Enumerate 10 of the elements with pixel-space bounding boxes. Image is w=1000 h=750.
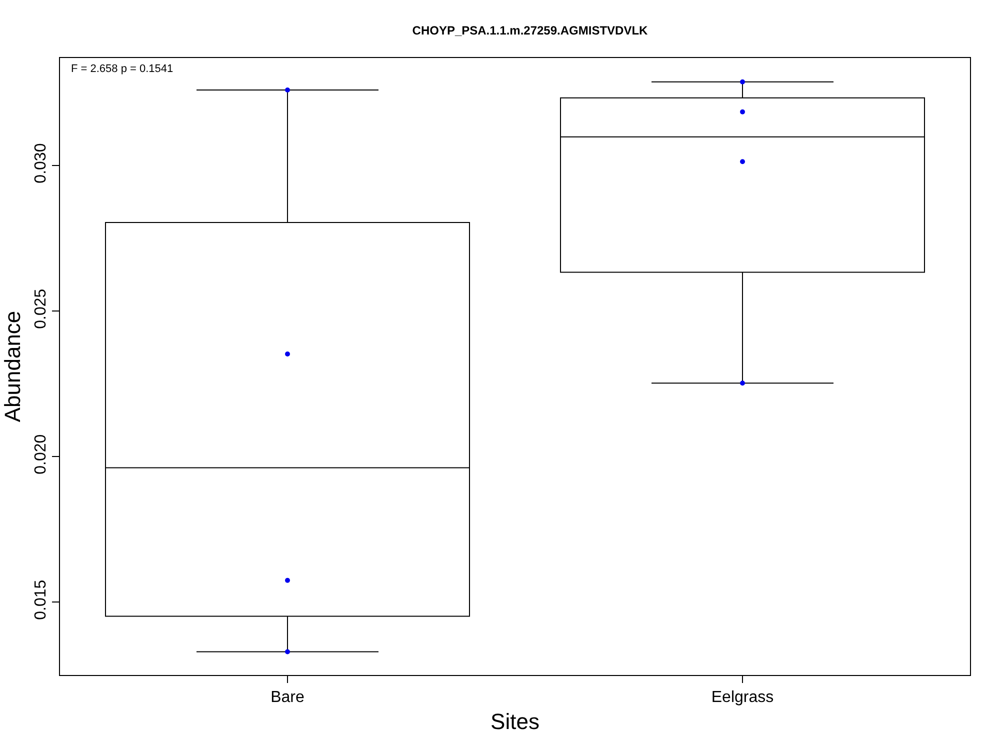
y-tick-label: 0.015: [32, 580, 50, 620]
chart-title: CHOYP_PSA.1.1.m.27259.AGMISTVDVLK: [412, 24, 648, 38]
y-axis-title: Abundance: [0, 310, 25, 422]
y-tick-label: 0.030: [32, 143, 50, 184]
y-tick-label: 0.020: [32, 434, 50, 474]
x-tick-label: Bare: [270, 689, 304, 706]
x-tick-label: Eelgrass: [711, 689, 774, 706]
annotation: F = 2.658 p = 0.1541: [71, 63, 174, 75]
x-axis-title: Sites: [490, 709, 540, 734]
y-tick-label: 0.025: [32, 288, 50, 329]
